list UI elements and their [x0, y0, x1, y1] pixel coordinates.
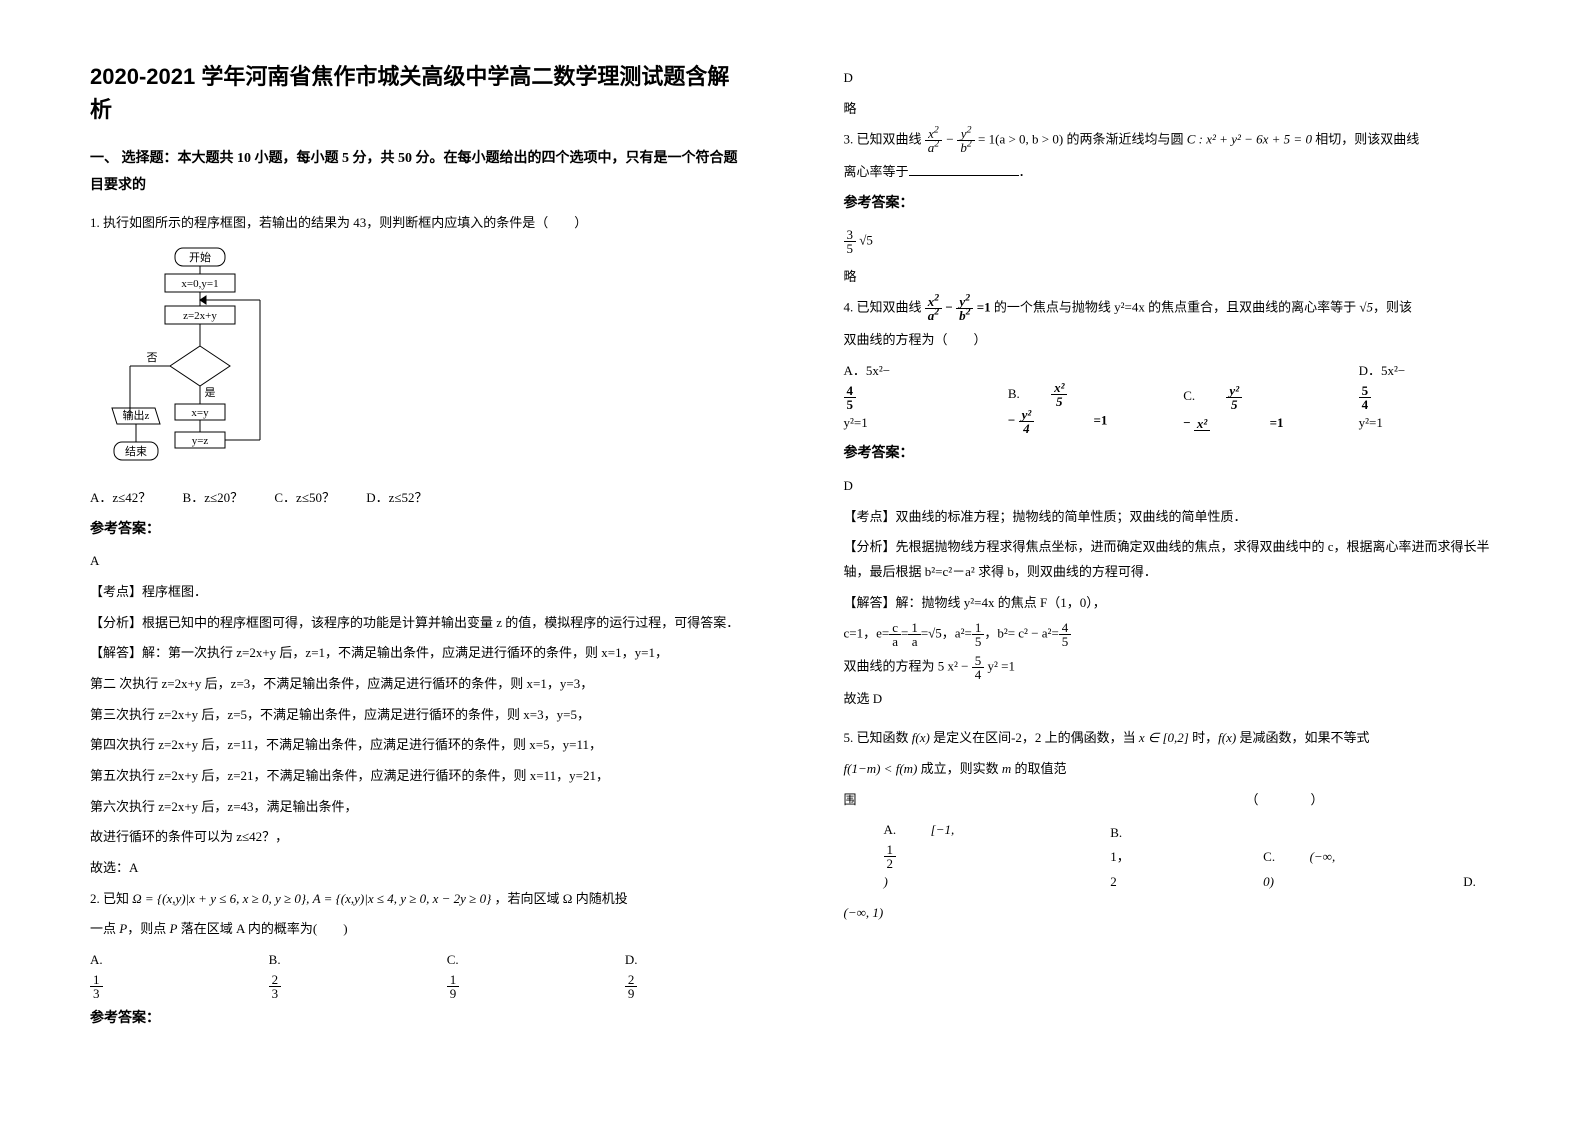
q4-jie3: 双曲线的方程为 5 x² − 54 y² =1 [844, 654, 1498, 681]
q2-stem-line1: 2. 已知 Ω = {(x,y)|x + y ≤ 6, x ≥ 0, y ≥ 0… [90, 887, 744, 912]
q4-jie1: 【解答】解：抛物线 y²=4x 的焦点 F（1，0）， [844, 591, 1498, 616]
q4-opt-c: C. y²5 − x² =1 [1183, 384, 1304, 436]
q2-answer: D [844, 66, 1498, 91]
q1-answer-label: 参考答案： [90, 517, 744, 544]
q2-l2b: ，则点 [127, 921, 169, 936]
q1-opt-a: A．z≤42？ [90, 490, 151, 505]
q2-pre: 2. 已知 [90, 891, 129, 906]
page-title: 2020-2021 学年河南省焦作市城关高级中学高二数学理测试题含解析 [90, 60, 744, 126]
q3-a: 3. 已知双曲线 [844, 132, 922, 147]
q1-fenxi: 【分析】根据已知中的程序框图可得，该程序的功能是计算并输出变量 z 的值，模拟程… [90, 611, 744, 636]
q2-opt-c: C. 19 [447, 948, 537, 1000]
fc-no: 否 [147, 352, 158, 364]
q4-fenxi: 【分析】先根据抛物线方程求得焦点坐标，进而确定双曲线的焦点，求得双曲线中的 c，… [844, 535, 1498, 584]
q4-jie2: c=1，e=ca=1a=√5，a²=15，b²= c² − a²=45 [844, 621, 1498, 648]
q1-options: A．z≤42？ B．z≤20？ C．z≤50？ D．z≤52？ [90, 486, 744, 511]
q2-lue: 略 [844, 97, 1498, 122]
q3-answer: 35 √5 [844, 228, 1498, 255]
q5-opt-d-val: (−∞, 1) [844, 901, 1498, 926]
q1-jie7: 故进行循环的条件可以为 z≤42？， [90, 825, 744, 850]
q3-stem-d: 离心率等于． [844, 160, 1498, 185]
q4-kaodian: 【考点】双曲线的标准方程；抛物线的简单性质；双曲线的简单性质． [844, 505, 1498, 530]
q2-l2c: 落在区域 A 内的概率为( ) [177, 921, 347, 936]
q1-jie4: 第四次执行 z=2x+y 后，z=11，不满足输出条件，应满足进行循环的条件，则… [90, 733, 744, 758]
q4-stem-d: 双曲线的方程为（ ） [844, 328, 1498, 353]
q5-stem-line1: 5. 已知函数 f(x) 是定义在区间-2，2 上的偶函数，当 x ∈ [0,2… [844, 726, 1498, 751]
q1-kaodian: 【考点】程序框图． [90, 580, 744, 605]
q1-jie5: 第五次执行 z=2x+y 后，z=21，不满足输出条件，应满足进行循环的条件，则… [90, 764, 744, 789]
q2-stem-line2: 一点 P，则点 P 落在区域 A 内的概率为( ) [90, 917, 744, 942]
q1-opt-c: C．z≤50？ [274, 490, 335, 505]
q1-jie3: 第三次执行 z=2x+y 后，z=5，不满足输出条件，应满足进行循环的条件，则 … [90, 703, 744, 728]
fc-out: 输出z [123, 408, 150, 422]
fc-end: 结束 [125, 445, 147, 458]
q1-jie2: 第二 次执行 z=2x+y 后，z=3，不满足输出条件，应满足进行循环的条件，则… [90, 672, 744, 697]
fc-calc: z=2x+y [183, 310, 217, 322]
q1-opt-b: B．z≤20？ [183, 490, 244, 505]
q5-stem-line3: 围（ ） [844, 788, 1324, 813]
q4-opt-d: D．5x²−54 y²=1 [1359, 359, 1469, 435]
q5-opt-b: B. 1，2 [1110, 821, 1135, 895]
q3-circ: C : x² + y² − 6x + 5 = 0 [1187, 132, 1312, 147]
q5-options: A. [−1, 12) B. 1，2 C. (−∞, 0) D. [884, 818, 1498, 894]
q4-opt-b: B. x²5 − y²4 =1 [1008, 381, 1129, 435]
q2-omega: Ω = {(x,y)|x + y ≤ 6, x ≥ 0, y ≥ 0}, A =… [132, 891, 491, 906]
q4-options: A．5x²−45 y²=1 B. x²5 − y²4 =1 C. y²5 − x… [844, 359, 1498, 435]
q2-opt-b: B. 23 [269, 948, 359, 1000]
q3-stem: 3. 已知双曲线 x2a2 − y2b2 = 1(a > 0, b > 0) 的… [844, 127, 1498, 154]
q1-stem: 1. 执行如图所示的程序框图，若输出的结果为 43，则判断框内应填入的条件是（ … [90, 211, 744, 236]
q2-l2a: 一点 [90, 921, 119, 936]
q2-opt-a: A. 13 [90, 948, 181, 1000]
fc-a2: y=z [192, 435, 209, 447]
q5-opt-d: D. [1463, 870, 1476, 895]
q4-jie4: 故选 D [844, 687, 1498, 712]
q5-stem-line2: f(1−m) < f(m) 成立，则实数 m 的取值范 [844, 757, 1498, 782]
q1-opt-d: D．z≤52？ [366, 490, 427, 505]
q3-eq: = 1(a > 0, b > 0) [978, 132, 1063, 147]
q1-jie1: 【解答】解：第一次执行 z=2x+y 后，z=1，不满足输出条件，应满足进行循环… [90, 641, 744, 666]
q1-flowchart: 开始 x=0,y=1 z=2x+y 否 [110, 246, 744, 476]
q3-c: 相切，则该双曲线 [1315, 132, 1419, 147]
q1-jie6: 第六次执行 z=2x+y 后，z=43，满足输出条件， [90, 795, 744, 820]
q5-opt-a: A. [−1, 12) [884, 818, 983, 894]
q3-lue: 略 [844, 265, 1498, 290]
q2-mid: ，若向区域 Ω 内随机投 [495, 891, 628, 906]
fc-init: x=0,y=1 [181, 278, 218, 290]
fc-a1: x=y [191, 407, 209, 419]
q1-answer: A [90, 549, 744, 574]
fc-start: 开始 [189, 250, 211, 264]
q4-answer: D [844, 474, 1498, 499]
q2-opt-d: D. 29 [625, 948, 716, 1000]
section-heading: 一、 选择题：本大题共 10 小题，每小题 5 分，共 50 分。在每小题给出的… [90, 146, 744, 199]
fc-yes: 是 [205, 386, 216, 399]
q3-answer-label: 参考答案： [844, 191, 1498, 218]
q2-options: A. 13 B. 23 C. 19 D. 29 [90, 948, 744, 1000]
q4-answer-label: 参考答案： [844, 441, 1498, 468]
q2-answer-label: 参考答案： [90, 1006, 744, 1033]
q4-stem: 4. 已知双曲线 x2a2 − y2b2 =1 的一个焦点与抛物线 y²=4x … [844, 295, 1498, 322]
q3-b: 的两条渐近线均与圆 [1066, 132, 1186, 147]
q1-jie8: 故选：A [90, 856, 744, 881]
q5-opt-c: C. (−∞, 0) [1263, 845, 1335, 894]
q4-opt-a: A．5x²−45 y²=1 [844, 359, 954, 435]
